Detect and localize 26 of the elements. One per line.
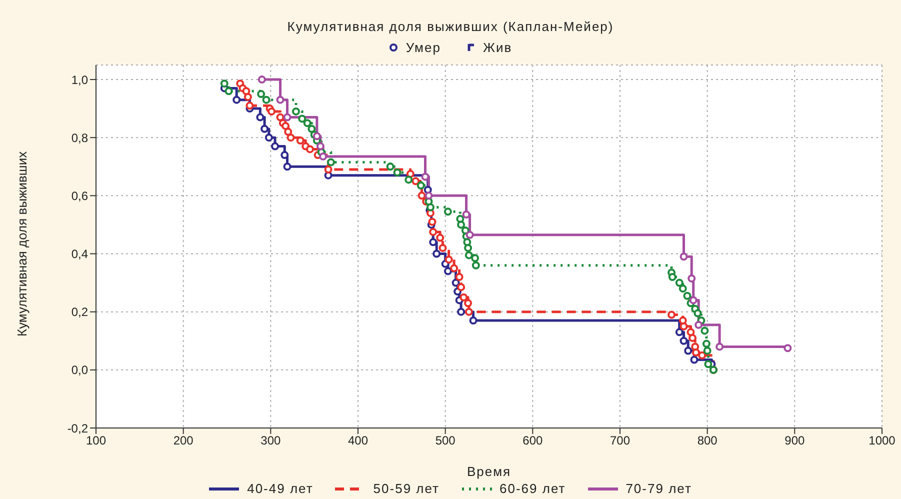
y-tick-label: 0,2 (71, 305, 88, 320)
y-tick-label: 1,0 (71, 72, 88, 87)
legend-label: 60-69 лет (500, 481, 566, 496)
x-tick-label: 700 (610, 434, 630, 448)
x-tick-label: 200 (173, 434, 194, 448)
x-tick-label: 600 (522, 434, 543, 448)
y-axis-title: Кумулятивная доля выживших (14, 150, 30, 336)
x-tick-label: 500 (435, 434, 456, 448)
chart-title: Кумулятивная доля выживших (Каплан-Мейер) (286, 19, 615, 34)
text: Жив (482, 40, 512, 55)
legend-label: 70-79 лет (626, 481, 692, 496)
x-tick-label: 100 (86, 434, 106, 448)
x-axis-title: Время (466, 464, 512, 479)
y-tick-label: 0,6 (71, 188, 88, 203)
x-tick-label: 1000 (868, 434, 896, 448)
legend-label: 50-59 лет (373, 481, 440, 496)
text: Умер (406, 40, 441, 55)
y-tick-label: 0,4 (71, 247, 88, 262)
x-tick-label: 800 (697, 434, 718, 448)
x-tick-label: 300 (260, 434, 281, 448)
x-tick-label: 400 (348, 434, 368, 448)
y-tick-label: 0,8 (71, 130, 88, 145)
x-tick-label: 900 (784, 434, 805, 448)
legend-label: 40-49 лет (247, 481, 314, 496)
y-tick-label: 0,0 (71, 363, 88, 378)
y-tick-label: -0,2 (67, 421, 88, 436)
